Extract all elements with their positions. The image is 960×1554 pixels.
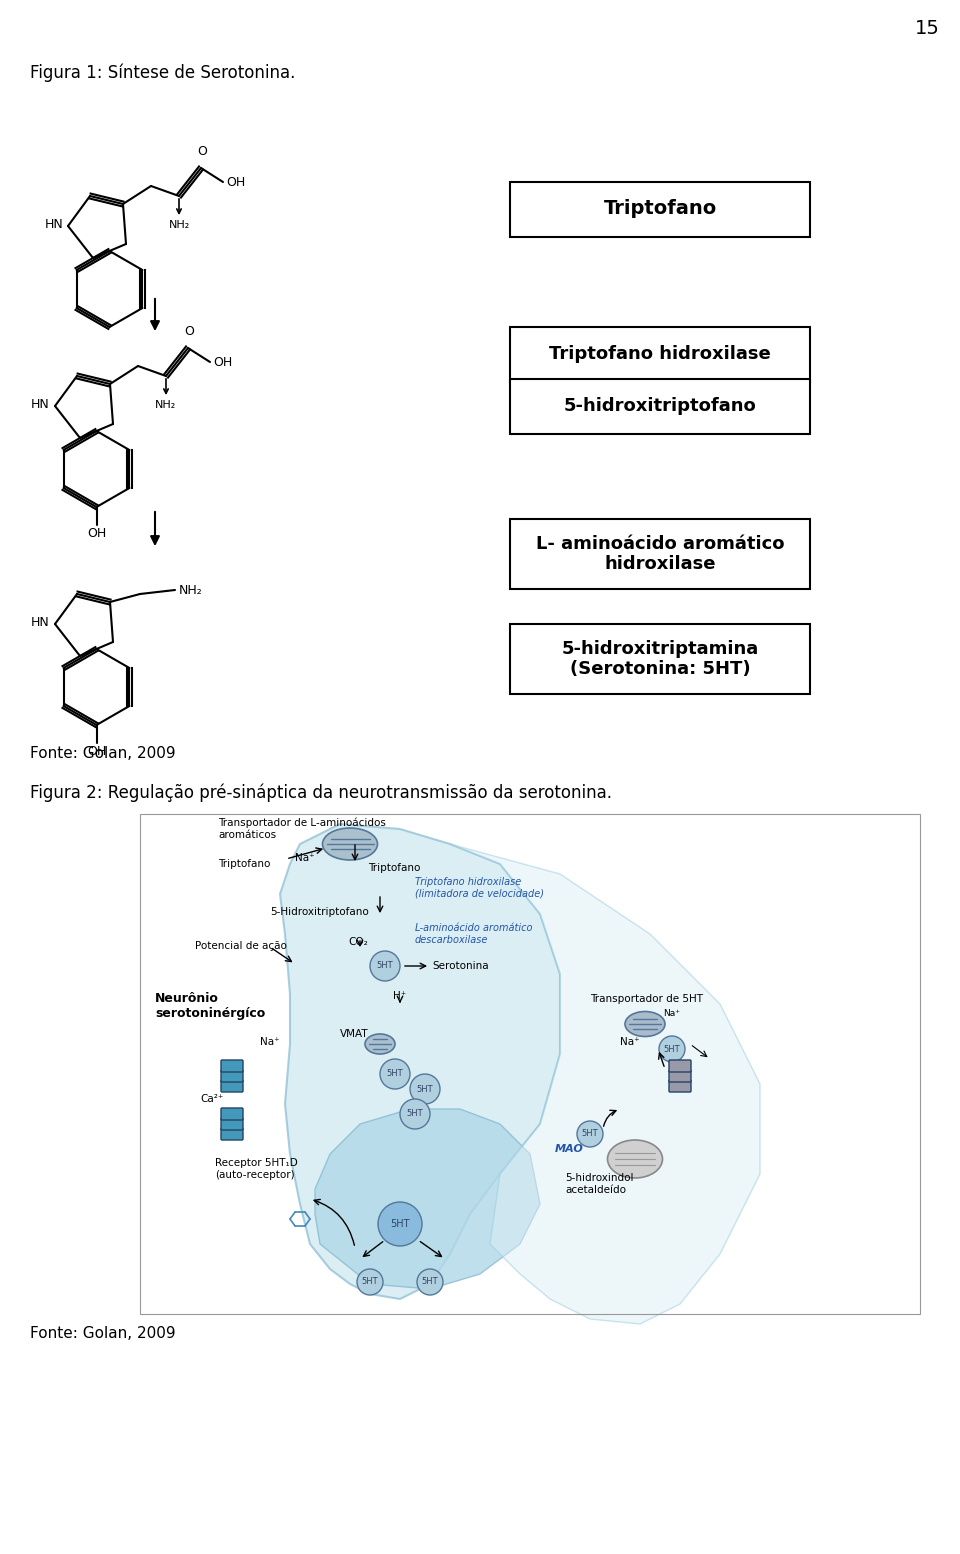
Text: 5HT: 5HT — [362, 1277, 378, 1287]
Text: 5-hidroxindol
acetaldeído: 5-hidroxindol acetaldeído — [565, 1173, 634, 1195]
Text: 5HT: 5HT — [417, 1085, 433, 1094]
Text: L- aminoácido aromático
hidroxilase: L- aminoácido aromático hidroxilase — [536, 535, 784, 573]
Circle shape — [380, 1058, 410, 1089]
Text: OH: OH — [86, 744, 107, 758]
FancyBboxPatch shape — [510, 182, 810, 236]
Text: 5HT: 5HT — [376, 962, 394, 971]
FancyBboxPatch shape — [221, 1117, 243, 1130]
Text: Triptofano hidroxilase: Triptofano hidroxilase — [549, 345, 771, 364]
Ellipse shape — [365, 1033, 395, 1054]
Text: 5-Hidroxitriptofano: 5-Hidroxitriptofano — [270, 908, 369, 917]
Text: L-aminoácido aromático
descarboxilase: L-aminoácido aromático descarboxilase — [415, 923, 533, 945]
Ellipse shape — [323, 828, 377, 859]
Text: NH₂: NH₂ — [179, 583, 203, 597]
Text: 5HT: 5HT — [582, 1130, 598, 1139]
Text: Serotonina: Serotonina — [432, 960, 489, 971]
Text: O: O — [184, 325, 194, 339]
PathPatch shape — [450, 844, 760, 1324]
FancyBboxPatch shape — [221, 1071, 243, 1082]
Text: HN: HN — [32, 398, 50, 410]
FancyBboxPatch shape — [669, 1071, 691, 1082]
Text: H⁺: H⁺ — [394, 991, 407, 1001]
Text: 5HT: 5HT — [407, 1110, 423, 1119]
Text: 5HT: 5HT — [421, 1277, 439, 1287]
Text: Triptofano hidroxilase
(limitadora de velocidade): Triptofano hidroxilase (limitadora de ve… — [415, 876, 544, 898]
FancyBboxPatch shape — [221, 1080, 243, 1092]
Text: Ca²⁺: Ca²⁺ — [200, 1094, 224, 1103]
Ellipse shape — [608, 1141, 662, 1178]
Circle shape — [357, 1270, 383, 1294]
FancyBboxPatch shape — [221, 1108, 243, 1120]
Text: NH₂: NH₂ — [156, 399, 177, 410]
Text: OH: OH — [86, 527, 107, 539]
Circle shape — [400, 1099, 430, 1130]
Ellipse shape — [625, 1012, 665, 1037]
Text: MAO: MAO — [555, 1144, 584, 1155]
Text: Transportador de L-aminoácidos
aromáticos: Transportador de L-aminoácidos aromático… — [218, 817, 386, 841]
Text: Triptofano: Triptofano — [218, 859, 271, 869]
Circle shape — [378, 1201, 422, 1246]
Circle shape — [417, 1270, 443, 1294]
Text: 5-hidroxitriptofano: 5-hidroxitriptofano — [564, 396, 756, 415]
Text: Figura 2: Regulação pré-sináptica da neurotransmissão da serotonina.: Figura 2: Regulação pré-sináptica da neu… — [30, 785, 612, 802]
PathPatch shape — [280, 824, 560, 1299]
PathPatch shape — [315, 1110, 540, 1288]
Text: 5HT: 5HT — [663, 1044, 681, 1054]
Text: Receptor 5HT₁D
(auto-receptor): Receptor 5HT₁D (auto-receptor) — [215, 1158, 298, 1179]
FancyBboxPatch shape — [510, 379, 810, 434]
Text: Potencial de ação: Potencial de ação — [195, 942, 287, 951]
FancyBboxPatch shape — [669, 1060, 691, 1072]
Text: Na⁺: Na⁺ — [295, 853, 315, 862]
Text: Na⁺: Na⁺ — [620, 1037, 639, 1047]
Text: O: O — [197, 145, 207, 159]
Text: 15: 15 — [915, 19, 940, 37]
FancyBboxPatch shape — [221, 1060, 243, 1072]
Text: 5HT: 5HT — [387, 1069, 403, 1078]
Circle shape — [370, 951, 400, 981]
Text: Fonte: Golan, 2009: Fonte: Golan, 2009 — [30, 1326, 176, 1341]
Text: Transportador de 5HT: Transportador de 5HT — [590, 995, 703, 1004]
FancyBboxPatch shape — [221, 1128, 243, 1141]
Text: OH: OH — [226, 176, 245, 188]
Circle shape — [659, 1037, 685, 1061]
FancyBboxPatch shape — [510, 519, 810, 589]
Text: VMAT: VMAT — [340, 1029, 369, 1040]
Text: Figura 1: Síntese de Serotonina.: Figura 1: Síntese de Serotonina. — [30, 64, 296, 82]
Text: HN: HN — [32, 615, 50, 628]
Circle shape — [410, 1074, 440, 1103]
Text: NH₂: NH₂ — [168, 221, 190, 230]
Text: Triptofano: Triptofano — [604, 199, 716, 219]
Text: HN: HN — [44, 218, 63, 230]
Text: Na⁺: Na⁺ — [663, 1010, 681, 1018]
Text: 5HT: 5HT — [391, 1218, 410, 1229]
Text: 5-hidroxitriptamina
(Serotonina: 5HT): 5-hidroxitriptamina (Serotonina: 5HT) — [562, 640, 758, 679]
Text: Na⁺: Na⁺ — [260, 1037, 279, 1047]
FancyBboxPatch shape — [510, 625, 810, 695]
Text: Neurônio
serotoninérgíco: Neurônio serotoninérgíco — [155, 991, 265, 1019]
FancyBboxPatch shape — [669, 1080, 691, 1092]
Text: Triptofano: Triptofano — [368, 862, 420, 873]
Circle shape — [577, 1120, 603, 1147]
FancyBboxPatch shape — [510, 326, 810, 381]
Text: OH: OH — [213, 356, 232, 368]
Text: Fonte: Golan, 2009: Fonte: Golan, 2009 — [30, 746, 176, 761]
Text: CO₂: CO₂ — [348, 937, 368, 946]
